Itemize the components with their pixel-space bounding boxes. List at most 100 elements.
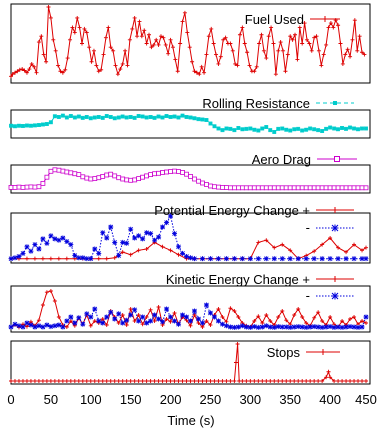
- fuel-used-series-0-point: [118, 67, 123, 72]
- fuel-used-series-0-point: [29, 61, 34, 66]
- potential-energy-series-1-point: [108, 224, 114, 230]
- stops-series-0-point: [132, 379, 137, 383]
- aero-drag-series-0-point: [211, 184, 217, 190]
- potential-energy-series-1-point: [12, 255, 18, 261]
- rolling-resistance-series-0-point: [288, 128, 293, 133]
- rolling-resistance-series-0-point: [328, 125, 333, 130]
- legend-marker-fuel-used: [322, 16, 328, 22]
- fuel-used-series-0-point: [101, 52, 106, 57]
- aero-drag-series-0-point: [327, 185, 333, 191]
- fuel-used-series-0-point: [142, 28, 147, 33]
- panel-frame: [10, 340, 371, 385]
- rolling-resistance-series-0-point: [128, 114, 133, 119]
- rolling-resistance-series-0-point: [228, 126, 233, 131]
- potential-energy-series-0-point: [272, 245, 277, 250]
- potential-energy-series-1-point: [156, 234, 162, 240]
- aero-drag-series-0: [8, 167, 369, 191]
- fuel-used-series-0-point: [111, 48, 116, 53]
- kinetic-energy-series-0-point: [152, 319, 157, 323]
- rolling-resistance-series-0-point: [244, 126, 249, 131]
- kinetic-energy-series-1-point: [327, 324, 333, 330]
- aero-drag-series-0-point: [80, 174, 86, 180]
- stops-series-0-point: [156, 379, 161, 383]
- stops-series-0: [9, 342, 369, 383]
- panel-frame: [10, 212, 371, 264]
- potential-energy-series-0-point: [288, 248, 293, 253]
- rolling-resistance-series-0-point: [41, 122, 45, 127]
- kinetic-energy-series-0-point: [124, 323, 129, 327]
- aero-drag-series-0-point: [215, 184, 221, 190]
- x-ticks: 0 50 100 150 200 250 300 350 400 450: [7, 392, 376, 407]
- kinetic-energy-series-1-point: [227, 324, 233, 330]
- kinetic-energy-series-1-point: [363, 314, 369, 320]
- fuel-used-series-0-point: [87, 45, 92, 50]
- aero-drag-series-0-point: [88, 176, 94, 182]
- kinetic-energy-series-1-point: [24, 320, 30, 326]
- kinetic-energy-series-1-point: [215, 318, 221, 324]
- rolling-resistance-series-0-point: [340, 125, 344, 130]
- potential-energy-series-1-point: [319, 256, 325, 262]
- stops-series-0-point: [336, 379, 341, 383]
- potential-energy-series-1-point: [180, 250, 186, 256]
- x-tick-label: 300: [239, 392, 261, 407]
- kinetic-energy-series-0-point: [320, 319, 325, 323]
- fuel-used-series-0-point: [60, 70, 65, 75]
- aero-drag-series-0-point: [124, 177, 130, 183]
- kinetic-energy-series-0-point: [304, 321, 309, 325]
- fuel-used-series-0-point: [70, 25, 75, 30]
- aero-drag-series-0-point: [116, 175, 122, 181]
- fuel-used-series-0-line: [10, 6, 365, 77]
- aero-drag-series-0-point: [307, 185, 313, 191]
- potential-energy-series-0-point: [128, 252, 133, 257]
- fuel-used-series-0-point: [154, 37, 159, 42]
- fuel-used-series-0-point: [283, 69, 288, 74]
- kinetic-energy-series-1-point: [176, 321, 182, 327]
- potential-energy-series-1-point: [92, 246, 98, 252]
- aero-drag-series-0-point: [287, 185, 293, 191]
- kinetic-energy-series-0-point: [40, 303, 45, 307]
- rolling-resistance-series-0-point: [120, 114, 125, 119]
- stops-series-0-point: [352, 379, 357, 383]
- potential-energy-series-1-point: [52, 236, 58, 242]
- fuel-used-series-0-point: [240, 25, 245, 30]
- fuel-used-series-0-point: [12, 70, 17, 75]
- potential-energy-series-1-point: [148, 231, 154, 237]
- rolling-resistance-series-0-point: [25, 123, 29, 128]
- potential-energy-series-1-point: [184, 253, 190, 259]
- aero-drag-series-0-point: [68, 170, 74, 176]
- stops-series-0-point: [364, 379, 369, 383]
- fuel-used-series-0-point: [166, 51, 171, 56]
- stops-series-0-point: [40, 379, 45, 383]
- rolling-resistance-series-0-point: [264, 125, 269, 130]
- fuel-used-series-0-point: [221, 37, 226, 42]
- stops-series-0-point: [152, 379, 157, 383]
- kinetic-energy-series-1-line: [10, 303, 367, 328]
- stops-series-0-point: [100, 379, 105, 383]
- fuel-used-series-0-point: [77, 25, 82, 30]
- kinetic-energy-series-1-point: [8, 324, 14, 330]
- potential-energy-series-1-point: [72, 253, 78, 259]
- legend-label-stops: Stops: [267, 345, 301, 360]
- potential-energy-series-0-line: [11, 237, 367, 260]
- fuel-used-series-0-point: [288, 34, 293, 39]
- rolling-resistance-series-0-point: [216, 126, 221, 131]
- kinetic-energy-series-0-point: [340, 319, 345, 323]
- fuel-used-series-0-point: [130, 26, 135, 31]
- rolling-resistance-series-0-point: [320, 129, 325, 134]
- stops-series-0-point: [292, 379, 297, 383]
- kinetic-energy-series-0-point: [292, 313, 297, 317]
- aero-drag-series-0-point: [148, 172, 154, 178]
- rolling-resistance-series-0-point: [88, 116, 93, 121]
- rolling-resistance-series-0-point: [9, 123, 14, 128]
- kinetic-energy-series-0-point: [264, 313, 269, 317]
- kinetic-energy-series-1-point: [76, 315, 82, 321]
- aero-drag-series-0-point: [24, 184, 30, 190]
- stops-series-0-point: [332, 379, 337, 383]
- aero-drag-series-0-point: [168, 169, 174, 174]
- kinetic-energy-series-0-point: [280, 309, 285, 313]
- kinetic-energy-series-1-point: [243, 324, 249, 330]
- stops-series-0-point: [228, 379, 233, 383]
- fuel-used-series-0-point: [230, 48, 235, 53]
- kinetic-energy-series-1-point: [299, 324, 305, 330]
- kinetic-energy-series-1: [8, 302, 369, 330]
